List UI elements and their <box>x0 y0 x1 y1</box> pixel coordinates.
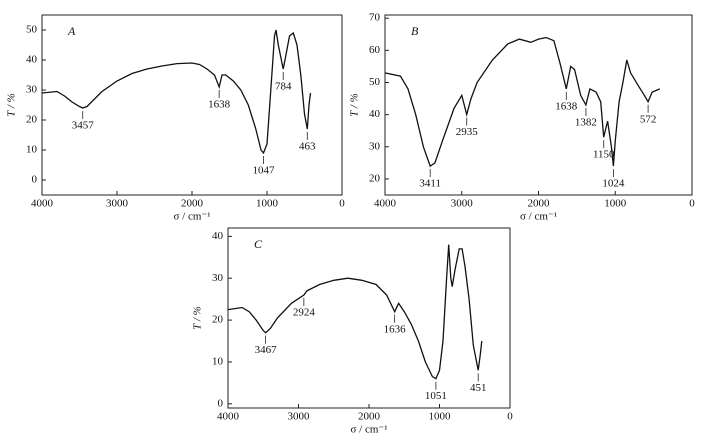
spectrum-line <box>227 244 483 380</box>
peak-label: 2935 <box>456 126 479 138</box>
y-tick-label: 50 <box>26 24 38 36</box>
peak-label: 1638 <box>555 100 578 112</box>
y-tick-label: 30 <box>26 84 38 96</box>
y-tick-label: 40 <box>369 108 381 120</box>
peak-label: 451 <box>470 382 487 394</box>
y-tick-label: 0 <box>218 397 224 409</box>
x-tick-label: 0 <box>339 198 345 210</box>
x-axis-label: σ / cm⁻¹ <box>520 211 557 223</box>
panel-label: A <box>67 24 76 38</box>
plot-frame <box>384 14 693 196</box>
x-tick-label: 2000 <box>528 198 551 210</box>
peak-label: 784 <box>275 81 292 93</box>
peak-label: 1051 <box>425 390 447 402</box>
peak-label: 1047 <box>252 165 275 177</box>
spectrum-line <box>41 29 312 155</box>
x-tick-label: 2000 <box>358 411 381 423</box>
x-tick-label: 0 <box>689 198 695 210</box>
y-axis-label: T / % <box>349 93 361 117</box>
y-tick-label: 10 <box>212 355 224 367</box>
y-axis-label: T / % <box>6 93 18 117</box>
y-tick-label: 20 <box>26 114 38 126</box>
panel-label: B <box>411 24 419 38</box>
y-tick-label: 20 <box>212 314 224 326</box>
y-tick-label: 20 <box>369 172 381 184</box>
y-tick-label: 30 <box>212 272 224 284</box>
peak-label: 463 <box>299 141 316 153</box>
x-tick-label: 4000 <box>217 411 240 423</box>
y-tick-label: 30 <box>369 140 381 152</box>
x-tick-label: 1000 <box>429 411 452 423</box>
peak-label: 2924 <box>293 307 316 319</box>
x-tick-label: 4000 <box>31 198 54 210</box>
y-tick-label: 70 <box>369 12 381 24</box>
plot-frame <box>41 14 343 196</box>
y-tick-label: 60 <box>369 44 381 56</box>
plot-frame <box>227 227 511 409</box>
y-tick-label: 50 <box>369 76 381 88</box>
peak-label: 3411 <box>419 178 441 190</box>
peak-label: 3467 <box>255 344 278 356</box>
x-tick-label: 0 <box>507 411 513 423</box>
x-axis-label: σ / cm⁻¹ <box>350 424 387 436</box>
y-tick-label: 40 <box>212 230 224 242</box>
x-tick-label: 3000 <box>288 411 311 423</box>
panel-label: C <box>254 237 263 251</box>
peak-label: 572 <box>640 113 657 125</box>
x-tick-label: 3000 <box>451 198 474 210</box>
x-axis-label: σ / cm⁻¹ <box>173 211 210 223</box>
x-tick-label: 1000 <box>256 198 279 210</box>
peak-label: 1636 <box>384 323 407 335</box>
x-tick-label: 3000 <box>106 198 129 210</box>
peak-label: 1024 <box>602 178 625 190</box>
x-tick-label: 4000 <box>374 198 397 210</box>
peak-label: 1150 <box>593 149 615 161</box>
y-axis-label: T / % <box>192 306 204 330</box>
x-tick-label: 2000 <box>181 198 204 210</box>
peak-label: 1382 <box>575 117 597 129</box>
peak-label: 3457 <box>72 120 95 132</box>
spectrum-line <box>384 36 661 168</box>
peak-label: 1638 <box>208 99 231 111</box>
x-tick-label: 1000 <box>604 198 627 210</box>
y-tick-label: 0 <box>32 174 38 186</box>
y-tick-label: 40 <box>26 54 38 66</box>
y-tick-label: 10 <box>26 144 38 156</box>
